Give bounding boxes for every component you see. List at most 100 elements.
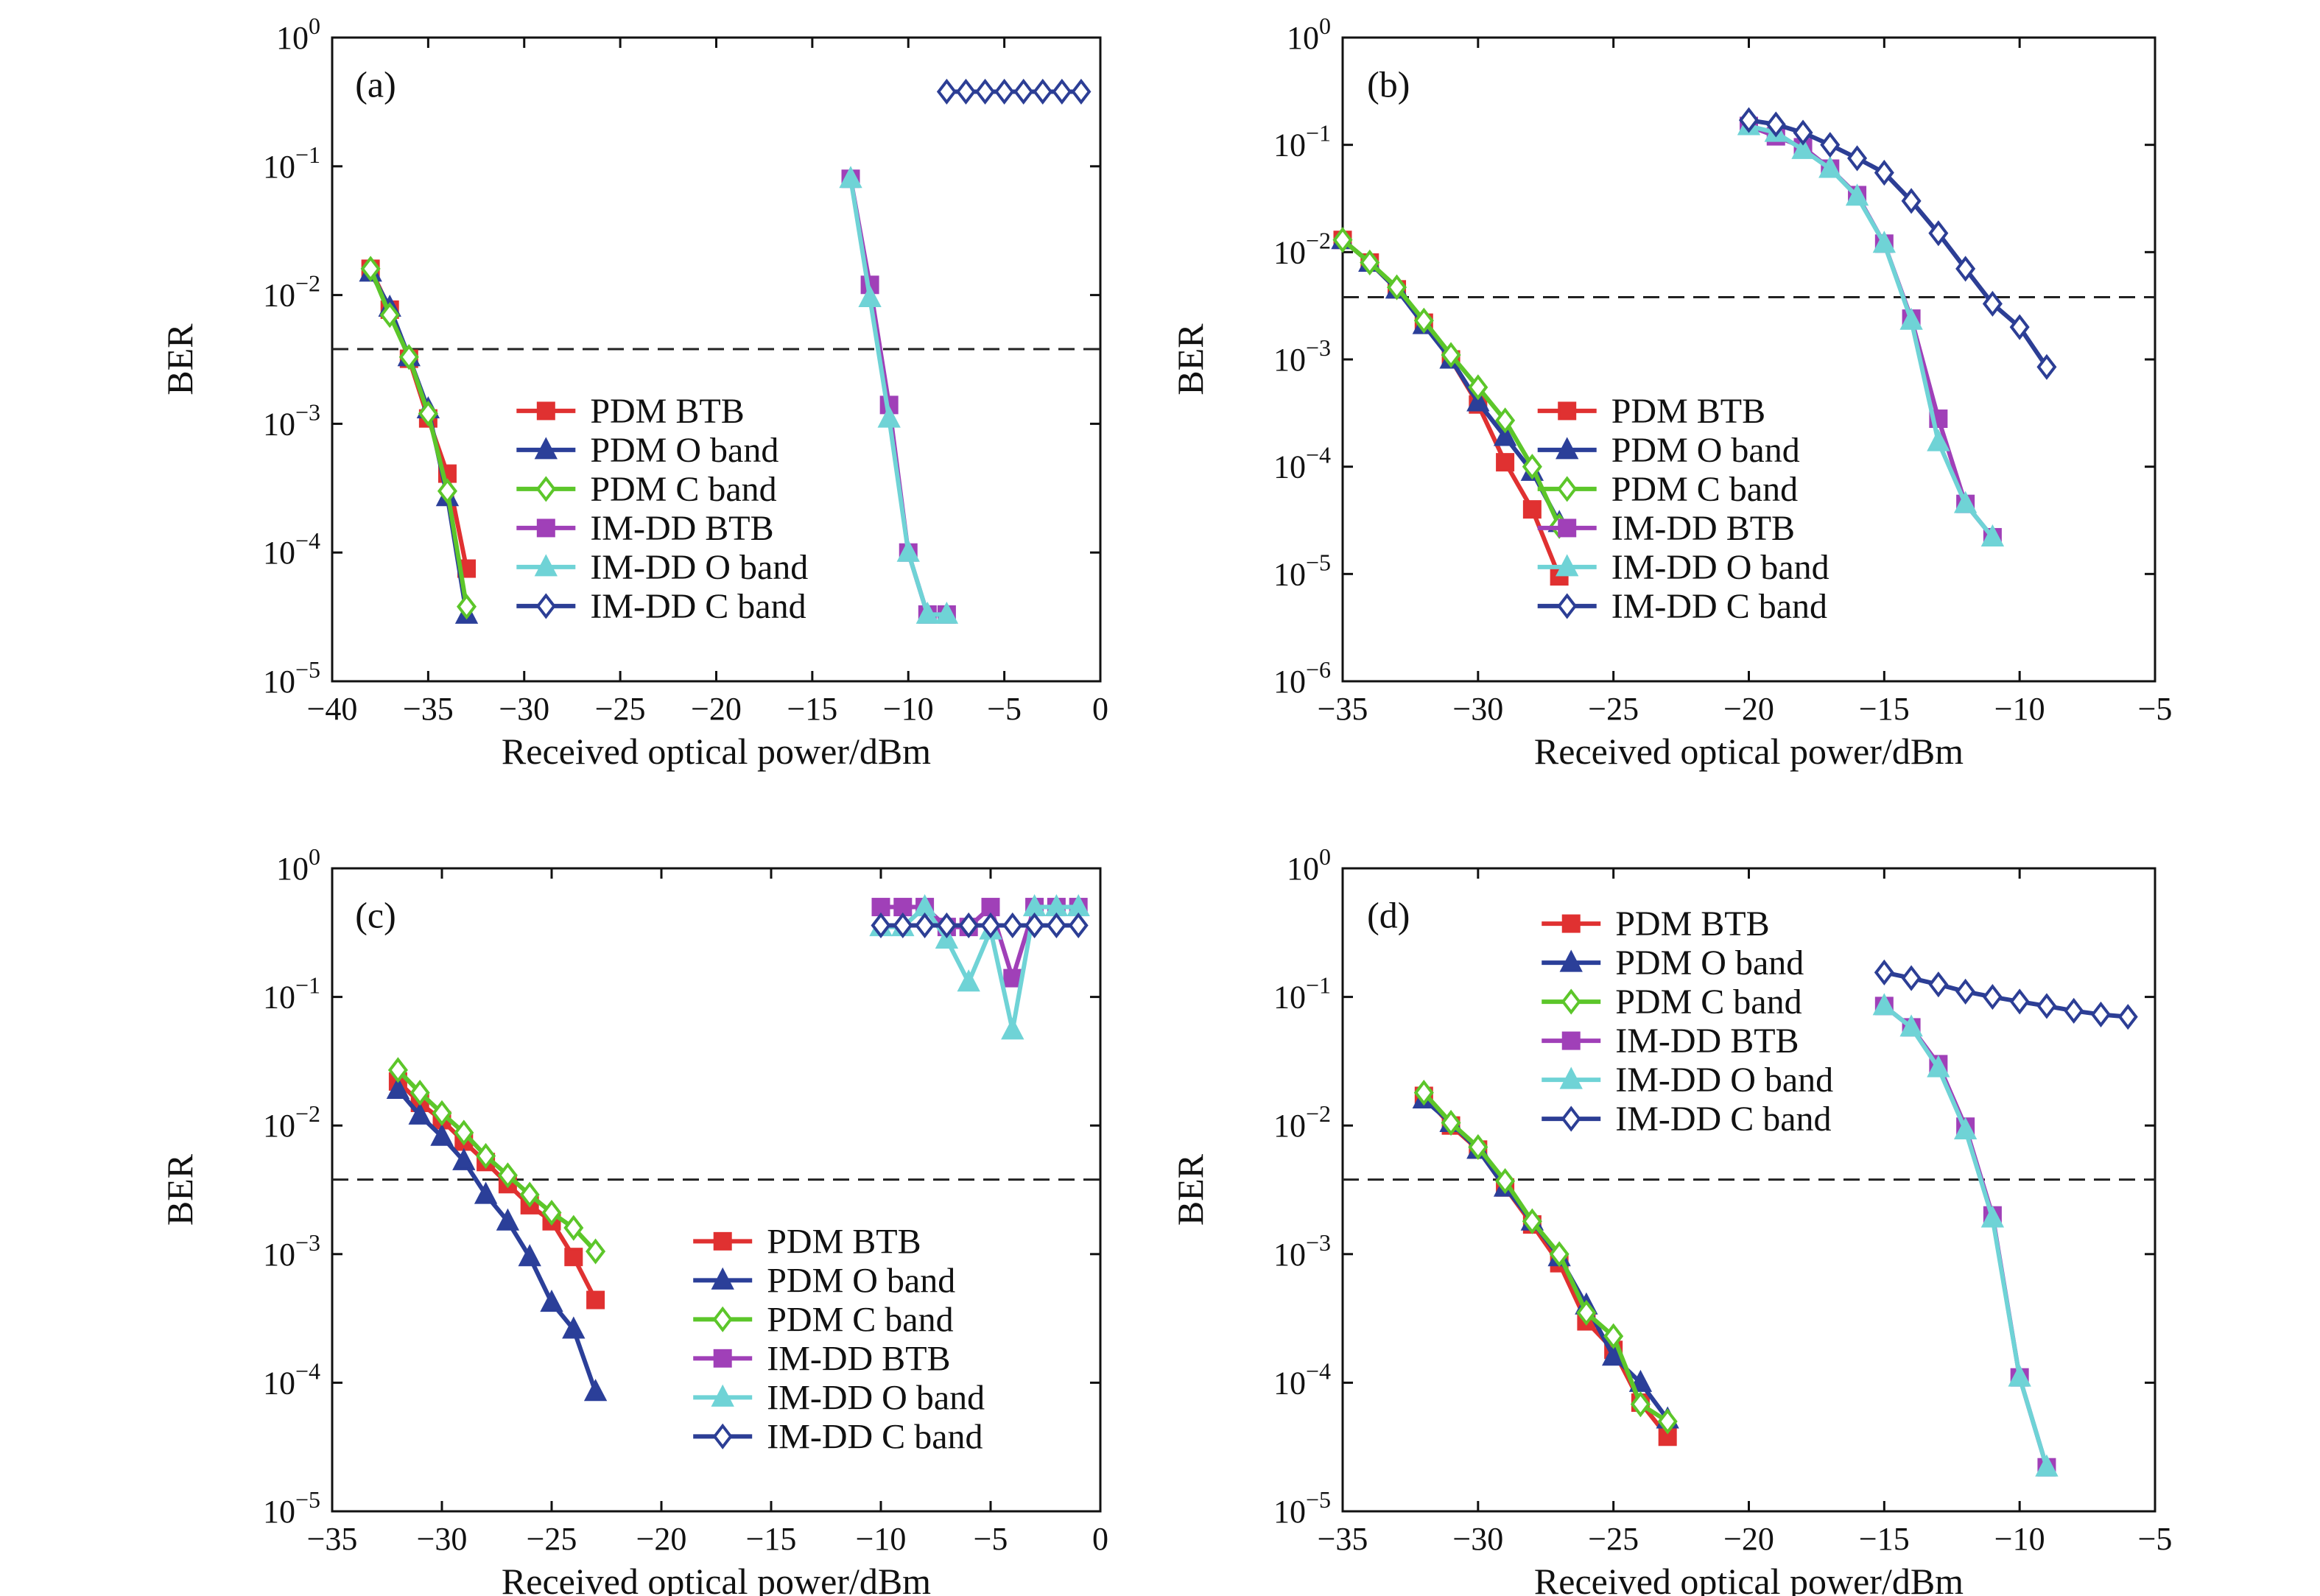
tick-exponent: −5 — [295, 1486, 320, 1513]
marker — [839, 166, 862, 189]
marker — [586, 1290, 605, 1310]
marker — [534, 437, 558, 460]
y-tick-label: 10−2 — [1273, 1100, 1331, 1144]
tick-exponent: −3 — [295, 1229, 320, 1256]
x-tick-label: −35 — [307, 1521, 358, 1557]
x-tick-label: −35 — [1318, 1521, 1368, 1557]
panel-title: (b) — [1367, 64, 1410, 105]
x-tick-label: −25 — [1588, 691, 1639, 727]
marker — [535, 476, 556, 502]
y-tick-label: 10−2 — [1273, 227, 1331, 270]
marker — [1071, 78, 1092, 105]
panel-title: (a) — [355, 64, 396, 105]
marker — [1495, 407, 1516, 434]
x-tick-label: −20 — [1723, 1521, 1774, 1557]
marker — [497, 1162, 518, 1189]
tick-base: 10 — [263, 149, 295, 185]
marker — [386, 1076, 410, 1100]
marker — [1046, 912, 1066, 939]
legend-label: IM-DD C band — [1611, 587, 1827, 626]
marker — [712, 1306, 733, 1332]
marker — [2036, 993, 2057, 1019]
marker — [2090, 1001, 2111, 1028]
y-tick-label: 10−4 — [263, 527, 320, 571]
tick-exponent: 0 — [309, 13, 320, 39]
marker — [1603, 1323, 1624, 1349]
legend-label: IM-DD BTB — [590, 509, 773, 548]
tick-base: 10 — [1287, 851, 1319, 887]
legend-label: PDM C band — [1615, 982, 1801, 1022]
marker — [409, 1080, 430, 1106]
series-line — [1422, 1097, 1670, 1421]
marker — [437, 478, 457, 505]
x-tick-label: −15 — [1859, 691, 1910, 727]
y-tick-label: 100 — [1287, 843, 1331, 887]
x-tick-label: −15 — [746, 1521, 797, 1557]
x-tick-label: −30 — [499, 691, 549, 727]
series-line — [881, 904, 1079, 1033]
marker — [1003, 969, 1022, 988]
series-line — [1748, 124, 1994, 539]
marker — [1468, 1133, 1488, 1161]
marker — [975, 78, 996, 105]
x-tick-label: −5 — [2138, 691, 2173, 727]
x-tick-label: −25 — [595, 691, 646, 727]
x-tick-label: −25 — [527, 1521, 577, 1557]
x-tick-label: −30 — [1452, 691, 1503, 727]
legend-label: IM-DD BTB — [1615, 1022, 1799, 1061]
marker — [457, 594, 477, 620]
marker — [1561, 1105, 1581, 1132]
marker — [1052, 78, 1072, 105]
marker — [1601, 1343, 1625, 1366]
tick-base: 10 — [263, 1365, 295, 1401]
legend-label: IM-DD O band — [590, 548, 808, 587]
y-tick-label: 100 — [276, 13, 320, 56]
series-line — [1341, 238, 1561, 577]
tick-base: 10 — [263, 1237, 295, 1273]
tick-exponent: 0 — [1319, 13, 1331, 39]
marker — [1556, 554, 1579, 577]
tick-exponent: −3 — [1306, 334, 1331, 361]
x-tick-label: 0 — [1092, 691, 1108, 727]
marker — [1556, 437, 1579, 460]
tick-exponent: −4 — [295, 527, 320, 554]
marker — [1496, 453, 1515, 472]
marker — [564, 1248, 583, 1267]
tick-exponent: −1 — [295, 141, 320, 168]
marker — [1576, 1299, 1597, 1326]
marker — [408, 1102, 432, 1125]
marker — [1872, 993, 1897, 1016]
marker — [1033, 78, 1053, 105]
marker — [1955, 256, 1976, 282]
series-line — [848, 178, 947, 617]
y-tick-label: 10−1 — [263, 141, 320, 185]
y-axis-label: BER — [159, 1153, 200, 1226]
marker — [915, 912, 935, 939]
tick-base: 10 — [276, 20, 309, 56]
x-tick-label: 0 — [1092, 1521, 1108, 1557]
marker — [955, 78, 976, 105]
marker — [1657, 1408, 1678, 1435]
tick-base: 10 — [1273, 980, 1306, 1016]
marker — [1872, 231, 1897, 253]
marker — [936, 912, 957, 939]
y-tick-label: 10−1 — [263, 972, 320, 1016]
legend-label: PDM BTB — [1615, 904, 1769, 943]
tick-exponent: −5 — [1306, 549, 1331, 575]
marker — [536, 401, 555, 421]
marker — [563, 1214, 584, 1241]
tick-base: 10 — [263, 1108, 295, 1144]
tick-base: 10 — [1273, 556, 1306, 592]
tick-base: 10 — [263, 664, 295, 700]
tick-base: 10 — [1273, 1108, 1306, 1144]
marker — [541, 1199, 562, 1226]
x-tick-label: −5 — [987, 691, 1022, 727]
marker — [1899, 1014, 1923, 1037]
marker — [1466, 389, 1490, 412]
y-axis-label: BER — [1170, 323, 1211, 396]
